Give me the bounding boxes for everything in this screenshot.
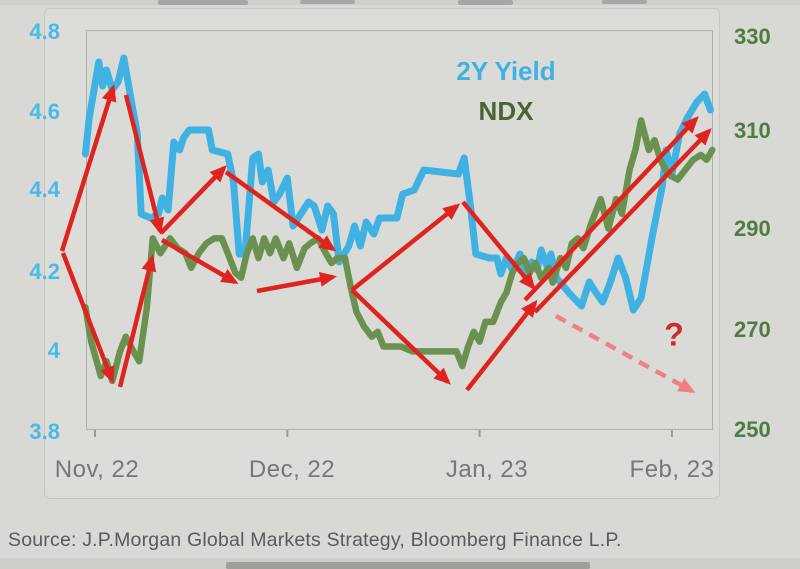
trend-arrow xyxy=(523,116,699,302)
legend-2y-yield: 2Y Yield xyxy=(456,56,556,86)
trend-arrow xyxy=(224,170,337,252)
top-crop-smudge xyxy=(458,0,513,5)
source-caption: Source: J.P.Morgan Global Markets Strate… xyxy=(8,529,622,551)
trend-arrow xyxy=(117,254,157,388)
right-axis-label: 250 xyxy=(734,417,771,442)
top-crop-smudge xyxy=(158,0,248,5)
top-crop-smudge xyxy=(602,0,647,4)
right-axis-label: 310 xyxy=(734,118,771,143)
left-axis-label: 4.4 xyxy=(29,177,60,202)
question-mark-annotation: ? xyxy=(664,316,684,353)
right-axis-label: 290 xyxy=(734,216,771,241)
right-axis-label: 330 xyxy=(734,24,771,49)
trend-arrow xyxy=(350,203,461,292)
projected-trend-arrow-dashed xyxy=(554,314,696,393)
x-axis-label-jan23: Jan, 23 xyxy=(445,456,529,483)
trend-arrow xyxy=(461,200,536,291)
left-axis-label: 3.8 xyxy=(29,419,60,444)
left-axis-label: 4.8 xyxy=(29,19,60,44)
x-axis-label-nov22: Nov, 22 xyxy=(54,456,140,483)
trend-arrow xyxy=(123,94,165,235)
trend-arrow xyxy=(533,128,712,314)
legend-ndx: NDX xyxy=(478,96,534,126)
top-crop-artifact xyxy=(0,0,800,5)
trend-arrow xyxy=(59,84,117,252)
trend-arrow xyxy=(256,271,337,294)
left-axis-label: 4.6 xyxy=(29,99,60,124)
left-axis-label: 4 xyxy=(47,338,60,363)
trend-arrow xyxy=(159,165,227,235)
bottom-crop-bar xyxy=(226,562,590,569)
x-axis-label-feb23: Feb, 23 xyxy=(629,456,715,483)
trend-arrow xyxy=(465,299,538,392)
right-axis-label: 270 xyxy=(734,317,771,342)
x-axis-label-dec22: Dec, 22 xyxy=(248,456,336,483)
yield-line xyxy=(81,54,714,314)
ndx-line xyxy=(82,117,716,385)
trend-arrow xyxy=(60,252,115,384)
left-axis-label: 4.2 xyxy=(29,259,60,284)
top-crop-smudge xyxy=(300,0,355,4)
trend-arrow xyxy=(350,288,451,385)
trend-arrow xyxy=(160,238,239,284)
